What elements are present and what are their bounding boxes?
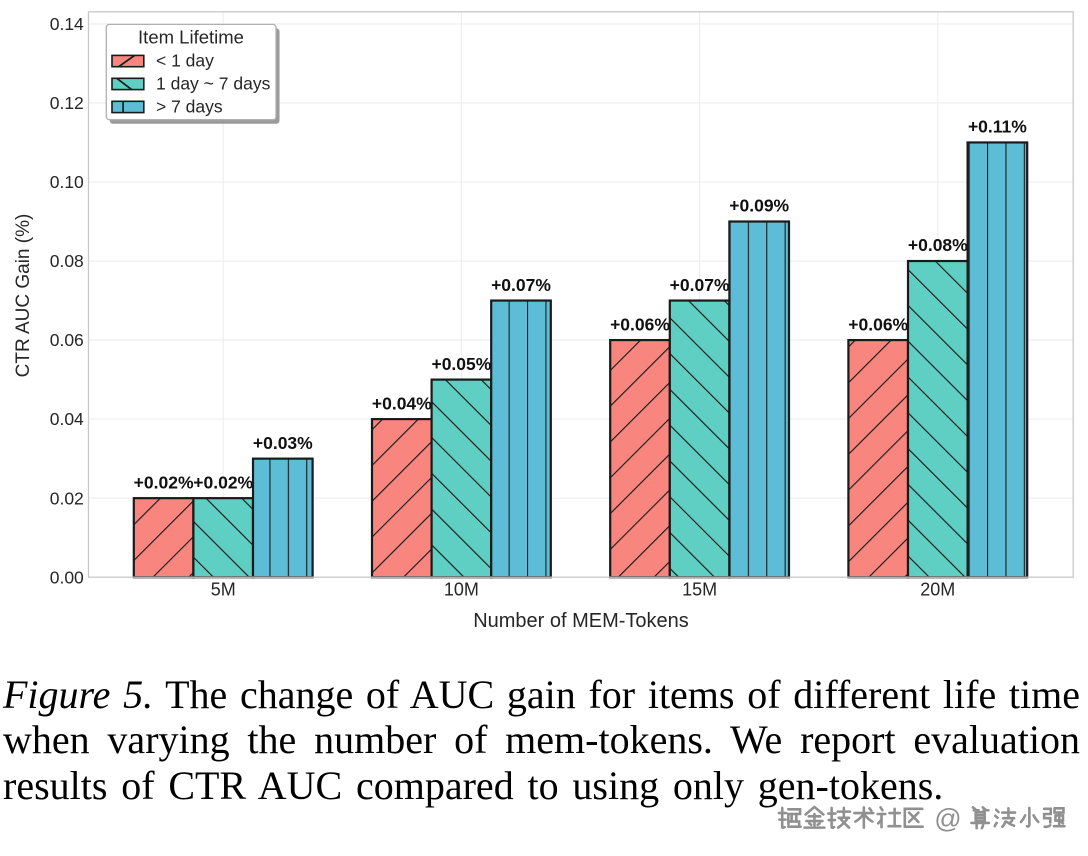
svg-text:+0.07%: +0.07% [491,275,551,295]
svg-text:10M: 10M [444,579,479,599]
svg-text:0.02: 0.02 [50,488,84,508]
svg-text:15M: 15M [682,579,717,599]
svg-text:+0.06%: +0.06% [848,314,908,334]
svg-text:@: @ [934,804,961,834]
svg-text:0.06: 0.06 [50,330,84,350]
svg-text:+0.02%: +0.02% [193,472,253,492]
svg-text:0.08: 0.08 [50,251,84,271]
svg-text:< 1 day: < 1 day [156,50,214,70]
svg-text:CTR AUC Gain (%): CTR AUC Gain (%) [13,214,34,378]
svg-text:+0.11%: +0.11% [968,117,1027,137]
svg-text:+0.03%: +0.03% [253,433,313,453]
svg-text:+0.09%: +0.09% [729,196,789,216]
svg-text:20M: 20M [920,579,955,599]
svg-text:+0.04%: +0.04% [372,393,432,413]
svg-text:0.12: 0.12 [50,93,84,113]
svg-text:@: @ [936,806,963,836]
svg-text:Item Lifetime: Item Lifetime [138,26,244,47]
svg-text:Number of MEM-Tokens: Number of MEM-Tokens [473,610,689,632]
svg-text:0.04: 0.04 [50,409,84,429]
svg-text:1 day ~ 7 days: 1 day ~ 7 days [156,73,271,93]
svg-text:0.14: 0.14 [50,14,84,34]
svg-text:+0.02%: +0.02% [134,472,194,492]
svg-text:0.10: 0.10 [50,172,84,192]
svg-text:> 7 days: > 7 days [156,96,223,116]
svg-text:+0.05%: +0.05% [431,354,491,374]
svg-text:+0.06%: +0.06% [610,314,670,334]
svg-text:+0.07%: +0.07% [670,275,730,295]
svg-text:+0.08%: +0.08% [908,235,968,255]
svg-text:0.00: 0.00 [50,567,84,587]
svg-text:5M: 5M [211,579,236,599]
